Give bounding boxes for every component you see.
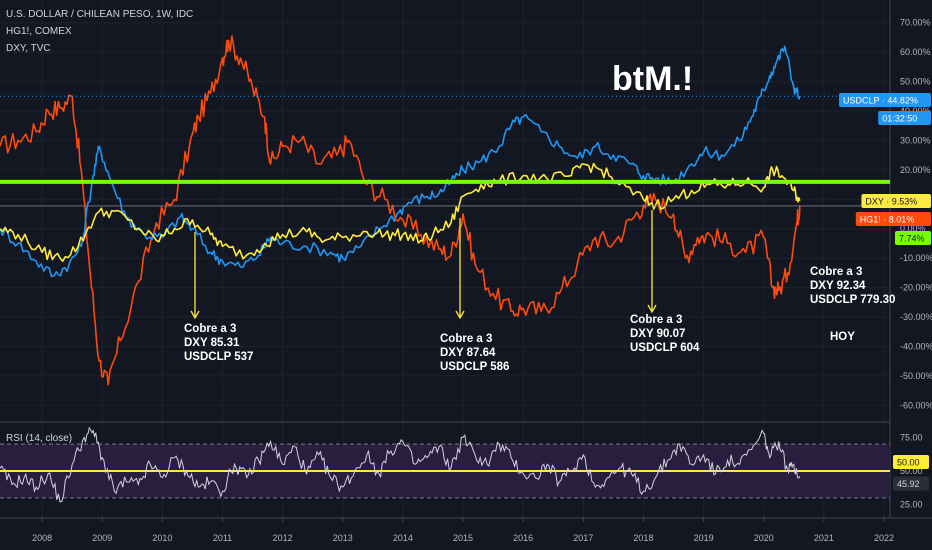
- annotation-arrowhead: [455, 310, 465, 320]
- annotation-text[interactable]: DXY 85.31: [184, 337, 240, 349]
- series-lines: [0, 35, 890, 503]
- watermark-text: btM.!: [612, 60, 693, 98]
- y-tick-label: -10.00%: [900, 253, 932, 263]
- header-symbol[interactable]: U.S. DOLLAR / CHILEAN PESO, 1W, IDC: [6, 9, 193, 20]
- price-labels: USDCLP · 44.82% 01:32:50 DXY · 9.53% HG1! ·…: [839, 93, 931, 491]
- y-tick-label: 0.00%: [900, 224, 926, 234]
- rsi-value-text: 50.00: [897, 458, 920, 468]
- y-tick-label: 30.00%: [900, 135, 931, 145]
- x-tick-label: 2012: [273, 533, 293, 543]
- price-label-box: [855, 212, 931, 226]
- x-tick-label: 2019: [694, 533, 714, 543]
- price-label-text: USDCLP · 44.82%: [843, 96, 918, 106]
- grid-lines: [0, 0, 932, 519]
- x-axis: 2008 2009 2010 2011 2012 2013 2014 2015 2016 2017…: [32, 518, 894, 543]
- rsi-line: [0, 426, 801, 503]
- x-tick-label: 2014: [393, 533, 413, 543]
- x-tick-label: 2013: [333, 533, 353, 543]
- y-tick-label: -30.00%: [900, 312, 932, 322]
- annotation-text[interactable]: HOY: [830, 331, 855, 343]
- price-label-text: HG1! · 8.01%: [860, 215, 915, 225]
- y-tick-label: -60.00%: [900, 400, 932, 410]
- annotation-text[interactable]: USDCLP 586: [440, 361, 509, 373]
- x-tick-label: 2009: [92, 533, 112, 543]
- x-tick-label: 2008: [32, 533, 52, 543]
- annotation-text[interactable]: Cobre a 3: [184, 323, 236, 335]
- x-tick-label: 2015: [453, 533, 473, 543]
- rsi-value-box: [893, 455, 929, 469]
- y-tick-label: 70.00%: [900, 18, 931, 28]
- rsi-tick-label: 50.00: [900, 466, 923, 476]
- annotation-arrowhead: [647, 304, 657, 314]
- x-tick-label: 2011: [213, 533, 232, 543]
- annotation-text[interactable]: Cobre a 3: [440, 333, 492, 345]
- x-tick-label: 2020: [754, 533, 774, 543]
- price-label-text: DXY · 9.53%: [865, 197, 917, 207]
- price-label-text: 01:32:50: [882, 114, 917, 124]
- rsi-title[interactable]: RSI (14, close): [6, 433, 72, 444]
- y-tick-label: -50.00%: [900, 371, 932, 381]
- price-label-box: [895, 231, 931, 245]
- annotation-text[interactable]: Cobre a 3: [630, 314, 682, 326]
- y-tick-label: -40.00%: [900, 341, 932, 351]
- annotation-text[interactable]: USDCLP 779.30: [810, 294, 895, 306]
- x-tick-label: 2010: [152, 533, 172, 543]
- annotation-text[interactable]: Cobre a 3: [810, 266, 862, 278]
- price-label-text: 7.74%: [899, 234, 925, 244]
- rsi-tick-label: 75.00: [900, 432, 923, 442]
- y-tick-label: 50.00%: [900, 77, 931, 87]
- rsi-value-box: [893, 476, 929, 491]
- y-tick-label: -20.00%: [900, 283, 932, 293]
- annotation-text[interactable]: USDCLP 604: [630, 342, 700, 354]
- rsi-tick-label: 25.00: [900, 500, 923, 510]
- annotation-arrowhead: [190, 310, 200, 320]
- series-line-dxy: [0, 162, 801, 263]
- x-tick-label: 2022: [874, 533, 894, 543]
- annotations: Cobre a 3 DXY 85.31 USDCLP 537 Cobre a 3 DXY…: [184, 210, 895, 373]
- x-tick-label: 2021: [814, 533, 834, 543]
- annotation-text[interactable]: DXY 92.34: [810, 280, 866, 292]
- x-tick-label: 2016: [513, 533, 533, 543]
- y-tick-label: 60.00%: [900, 47, 931, 57]
- header-compare-hg1[interactable]: HG1!, COMEX: [6, 26, 72, 37]
- rsi-band: [0, 443, 890, 499]
- y-axis: -60.00% -50.00% -40.00% -30.00% -20.00% -10.0…: [900, 18, 932, 510]
- annotation-text[interactable]: USDCLP 537: [184, 351, 253, 363]
- price-label-box: [839, 93, 931, 107]
- annotation-text[interactable]: DXY 87.64: [440, 347, 496, 359]
- price-label-box: [861, 194, 931, 208]
- header-compare-dxy[interactable]: DXY, TVC: [6, 43, 51, 54]
- series-line-hg1: [0, 35, 801, 386]
- x-tick-label: 2017: [573, 533, 593, 543]
- price-label-box: [878, 111, 931, 125]
- y-tick-label: 20.00%: [900, 165, 931, 175]
- rsi-value-text: 45.92: [897, 479, 920, 489]
- x-tick-label: 2018: [633, 533, 653, 543]
- annotation-text[interactable]: DXY 90.07: [630, 328, 685, 340]
